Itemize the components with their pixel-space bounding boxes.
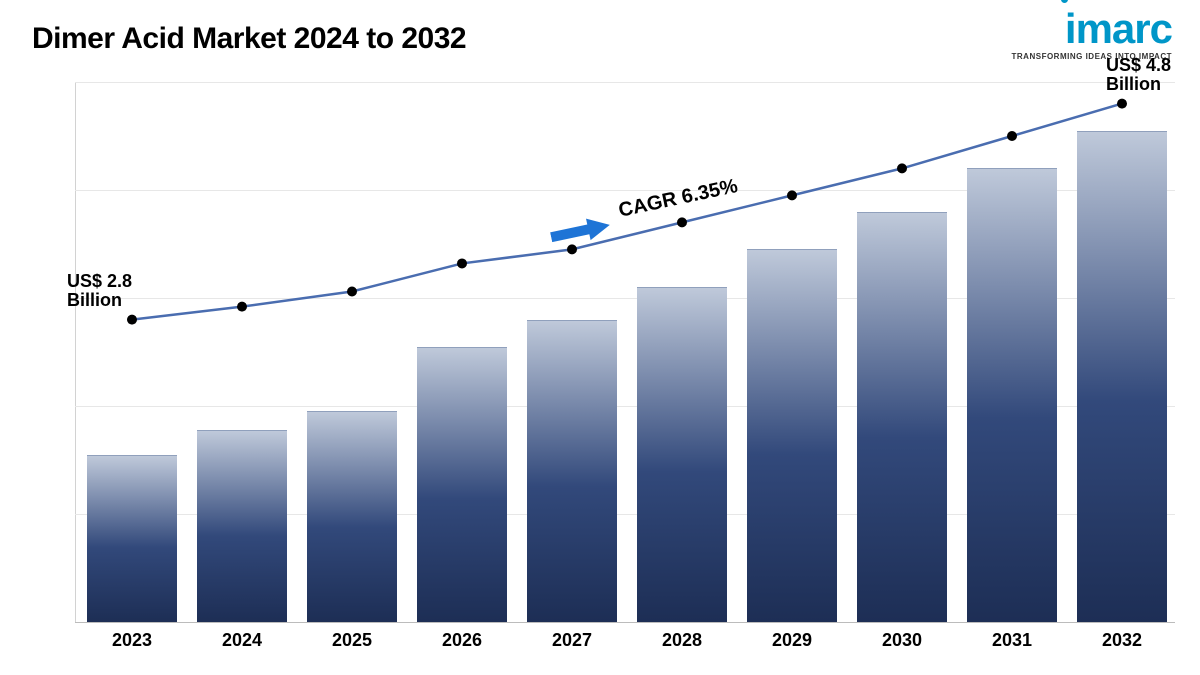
end-value-label: US$ 4.8Billion: [1106, 56, 1171, 96]
x-tick-label: 2025: [307, 630, 397, 651]
x-tick-label: 2023: [87, 630, 177, 651]
page: Dimer Acid Market 2024 to 2032 imarc TRA…: [0, 0, 1200, 675]
x-axis: [75, 622, 1175, 623]
chart-plot-area: 2023202420252026202720282029203020312032…: [75, 82, 1175, 622]
brand-logo: imarc TRANSFORMING IDEAS INTO IMPACT: [1012, 8, 1172, 61]
chart-title: Dimer Acid Market 2024 to 2032: [32, 22, 466, 56]
x-tick-label: 2027: [527, 630, 617, 651]
x-tick-label: 2031: [967, 630, 1057, 651]
x-tick-label: 2024: [197, 630, 287, 651]
logo-text: imarc: [1012, 8, 1172, 50]
start-value-label: US$ 2.8Billion: [67, 272, 132, 312]
x-tick-label: 2026: [417, 630, 507, 651]
x-tick-label: 2029: [747, 630, 837, 651]
logo-dot-icon: [1061, 0, 1068, 3]
x-tick-label: 2028: [637, 630, 727, 651]
x-tick-label: 2030: [857, 630, 947, 651]
trend-line: [75, 82, 1175, 622]
x-tick-label: 2032: [1077, 630, 1167, 651]
